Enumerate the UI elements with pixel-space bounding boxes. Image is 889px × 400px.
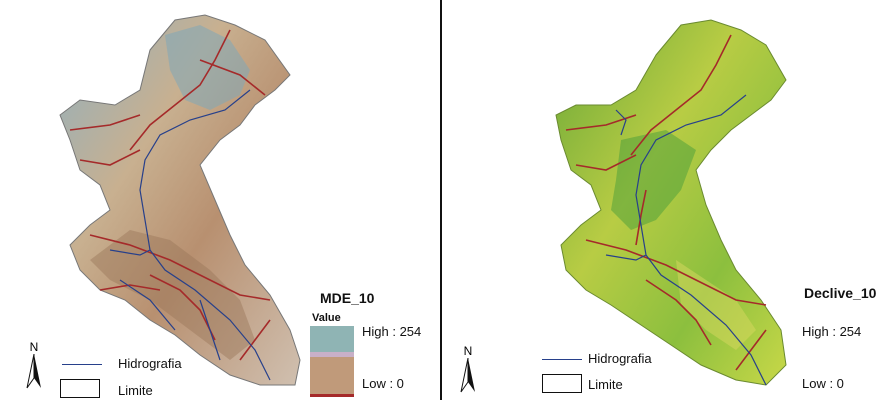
slope-high-label: High : 254: [802, 324, 862, 339]
slope-north-arrow: N: [460, 344, 476, 399]
elevation-color-ramp: [310, 326, 354, 397]
slope-hydro-legend-swatch: [542, 359, 582, 360]
elevation-terrain-area: [59, 14, 301, 386]
elevation-map-panel: N Hidrografia Limite MDE_10 Value High :…: [0, 0, 440, 400]
slope-limit-legend-label: Limite: [588, 377, 623, 392]
road-network: [69, 29, 271, 361]
north-label: N: [29, 340, 39, 354]
north-arrow: N: [26, 340, 42, 395]
value-label: Value: [312, 312, 341, 324]
elevation-valley-shading: [90, 230, 255, 360]
elevation-legend-title: MDE_10: [320, 290, 375, 306]
slope-road-network: [565, 34, 767, 371]
slope-limit-legend-swatch: [542, 374, 582, 393]
slope-terrain-area: [555, 19, 787, 386]
slope-legend-title: Declive_10: [804, 285, 877, 301]
slope-map-panel: N Hidrografia Limite Declive_10 High : 2…: [446, 0, 889, 400]
elevation-ridge-shading: [165, 25, 250, 110]
hydrography-lines: [109, 89, 271, 381]
limit-legend-swatch: [60, 379, 100, 398]
slope-hydro-legend-label: Hidrografia: [588, 351, 652, 366]
slope-north-label: N: [463, 344, 473, 358]
slope-flat-area: [611, 130, 696, 230]
hydro-legend-swatch: [62, 364, 102, 365]
elevation-high-label: High : 254: [362, 324, 422, 339]
slope-hydrography-lines: [605, 94, 767, 386]
slope-steep-area: [676, 260, 756, 350]
hydro-legend-label: Hidrografia: [118, 356, 182, 371]
elevation-low-label: Low : 0: [362, 376, 404, 391]
slope-low-label: Low : 0: [802, 376, 844, 391]
panel-divider-left: [440, 0, 442, 400]
north-arrow-icon: [26, 353, 41, 389]
slope-map: [555, 19, 787, 386]
elevation-map: [59, 14, 301, 386]
slope-north-arrow-icon: [460, 357, 475, 393]
limit-legend-label: Limite: [118, 383, 153, 398]
